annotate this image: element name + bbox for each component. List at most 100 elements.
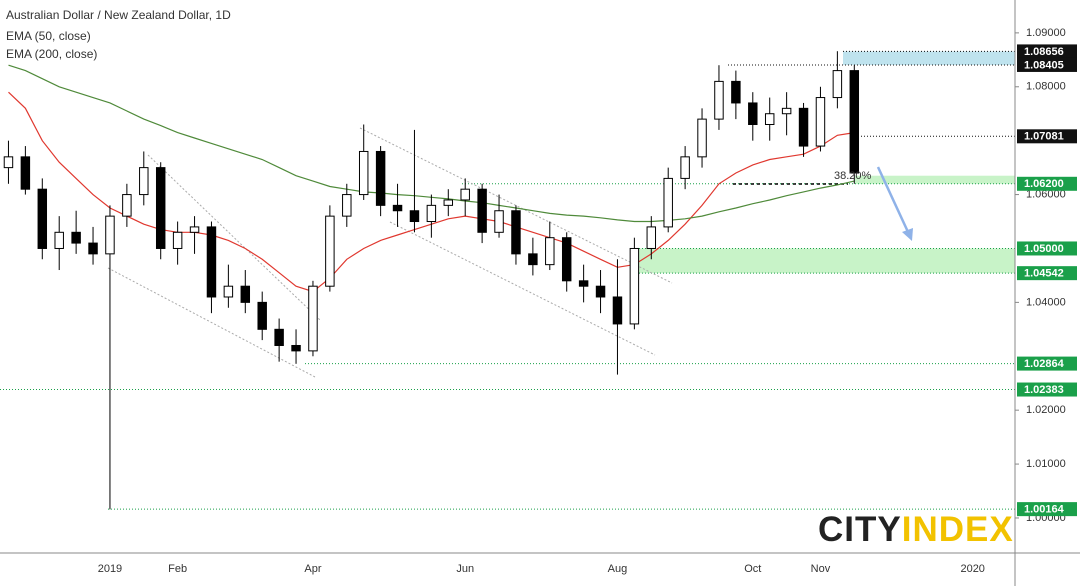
x-tick-label: Oct <box>744 563 761 575</box>
y-tick-label: 1.04000 <box>1026 296 1066 308</box>
labels-layer: 1.000001.010001.020001.040001.060001.080… <box>98 27 1077 575</box>
candle-body <box>815 97 826 147</box>
candle-body <box>680 156 690 179</box>
candle-body <box>697 118 707 158</box>
trend-line <box>389 221 656 356</box>
candle-body <box>663 177 673 228</box>
x-tick-label: Nov <box>811 563 831 575</box>
candle-body <box>714 80 724 120</box>
candle-body <box>172 231 183 249</box>
candle-body <box>54 231 64 249</box>
candle-body <box>223 285 234 298</box>
candle-body <box>375 150 386 206</box>
zone <box>855 175 1015 184</box>
candle-body <box>240 285 251 303</box>
candle-body <box>511 210 521 255</box>
level-label-box <box>1017 382 1077 397</box>
level-label-box <box>1017 502 1077 517</box>
level-label-box <box>1017 241 1077 256</box>
candle-body <box>748 102 758 126</box>
candle-body <box>308 285 318 352</box>
y-tick-label: 1.08000 <box>1026 81 1066 93</box>
candle-body <box>274 328 284 346</box>
y-tick-label: 1.01000 <box>1026 458 1066 470</box>
candle-body <box>37 188 48 249</box>
level-label: 1.02864 <box>1024 358 1065 370</box>
candle-body <box>528 253 538 266</box>
candle-body <box>612 296 623 325</box>
candle-body <box>477 188 487 233</box>
candle-body <box>291 344 301 352</box>
candle-body <box>578 280 589 287</box>
candle-body <box>764 113 775 126</box>
zone <box>843 51 1015 65</box>
candle-body <box>832 70 843 99</box>
candle-body <box>646 226 657 249</box>
x-tick-label: Jun <box>456 563 474 575</box>
candle-body <box>71 231 81 244</box>
level-label-box <box>1017 129 1077 144</box>
candle-body <box>392 204 403 212</box>
candle-body <box>206 226 217 298</box>
candle-body <box>595 285 606 298</box>
candle-body <box>155 167 166 249</box>
candle-body <box>781 107 792 115</box>
candle-body <box>443 199 454 206</box>
level-label-box <box>1017 44 1077 59</box>
forecast-arrow <box>876 166 913 241</box>
y-tick-label: 1.06000 <box>1026 188 1066 200</box>
zone <box>633 248 1015 274</box>
logo: CITYINDEX <box>818 510 1014 549</box>
x-tick-label: Aug <box>608 563 628 575</box>
candle-body <box>731 80 741 104</box>
candle-body <box>3 156 14 169</box>
candle-body <box>561 237 572 282</box>
annotation: 38.20% <box>834 170 872 182</box>
candle-body <box>426 204 437 223</box>
candle-body <box>139 167 149 196</box>
level-label: 1.02383 <box>1024 384 1064 396</box>
level-label: 1.00164 <box>1024 504 1065 516</box>
level-label: 1.08405 <box>1024 59 1064 71</box>
candle-body <box>88 242 98 255</box>
x-tick-label: 2019 <box>98 563 122 575</box>
level-label-box <box>1017 176 1077 191</box>
level-label-box <box>1017 57 1077 72</box>
candle-body <box>257 301 267 330</box>
level-label: 1.05000 <box>1024 243 1064 255</box>
trend-line <box>107 267 316 378</box>
candle-body <box>122 194 132 217</box>
x-tick-label: Apr <box>304 563 321 575</box>
trend-lines <box>107 127 673 378</box>
candle-body <box>460 188 470 201</box>
logo-part: CITY <box>818 510 902 549</box>
logo-part: INDEX <box>902 510 1014 549</box>
candle-body <box>798 107 809 147</box>
level-label-box <box>1017 356 1077 371</box>
background-layer <box>0 50 1015 510</box>
level-label: 1.04542 <box>1024 268 1064 280</box>
candle-body <box>20 156 31 190</box>
level-label-box <box>1017 266 1077 281</box>
level-label: 1.08656 <box>1024 46 1064 58</box>
x-tick-label: 2020 <box>960 563 984 575</box>
candle-body <box>629 247 640 325</box>
legend-entry: EMA (200, close) <box>6 47 97 61</box>
candle-body <box>342 194 352 217</box>
candle-body <box>409 210 420 223</box>
candle-body <box>189 226 200 233</box>
y-tick-label: 1.09000 <box>1026 27 1066 39</box>
candle-body <box>494 210 504 233</box>
x-tick-label: Feb <box>168 563 187 575</box>
candle-body <box>105 215 115 255</box>
arrow-shaft <box>876 166 910 233</box>
level-label: 1.07081 <box>1024 131 1064 143</box>
marks-layer <box>3 51 860 510</box>
chart-title: Australian Dollar / New Zealand Dollar, … <box>6 8 231 22</box>
arrow-head <box>902 228 913 241</box>
candle-body <box>545 237 555 266</box>
level-label: 1.06200 <box>1024 178 1064 190</box>
candle-body <box>849 70 860 174</box>
